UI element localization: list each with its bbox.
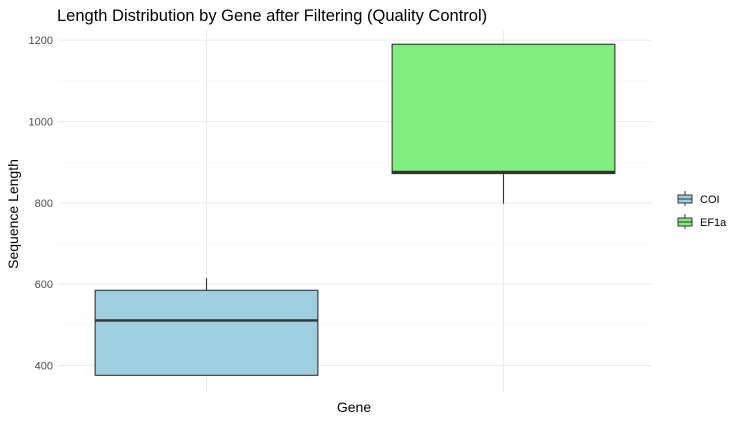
y-tick-label: 1000: [29, 117, 53, 129]
y-tick-label: 400: [35, 361, 53, 373]
box-coi: [94, 278, 319, 376]
x-axis-title: Gene: [337, 399, 371, 415]
y-tick-label: 800: [35, 198, 53, 210]
legend-label: EF1a: [700, 217, 727, 229]
y-tick-label: 600: [35, 279, 53, 291]
chart-title: Length Distribution by Gene after Filter…: [57, 7, 487, 25]
legend-key-coi: COI: [677, 191, 720, 206]
legend-key-ef1a: EF1a: [677, 214, 727, 229]
legend: COI EF1a: [677, 191, 727, 229]
box-ef1a: [391, 43, 616, 204]
y-tick-label: 1200: [29, 35, 53, 47]
y-axis-title: Sequence Length: [5, 159, 21, 269]
box-body: [94, 289, 319, 376]
box-body: [391, 43, 616, 175]
plot-panel: 400 600 800 1000 1200: [29, 30, 652, 392]
legend-label: COI: [700, 194, 720, 206]
